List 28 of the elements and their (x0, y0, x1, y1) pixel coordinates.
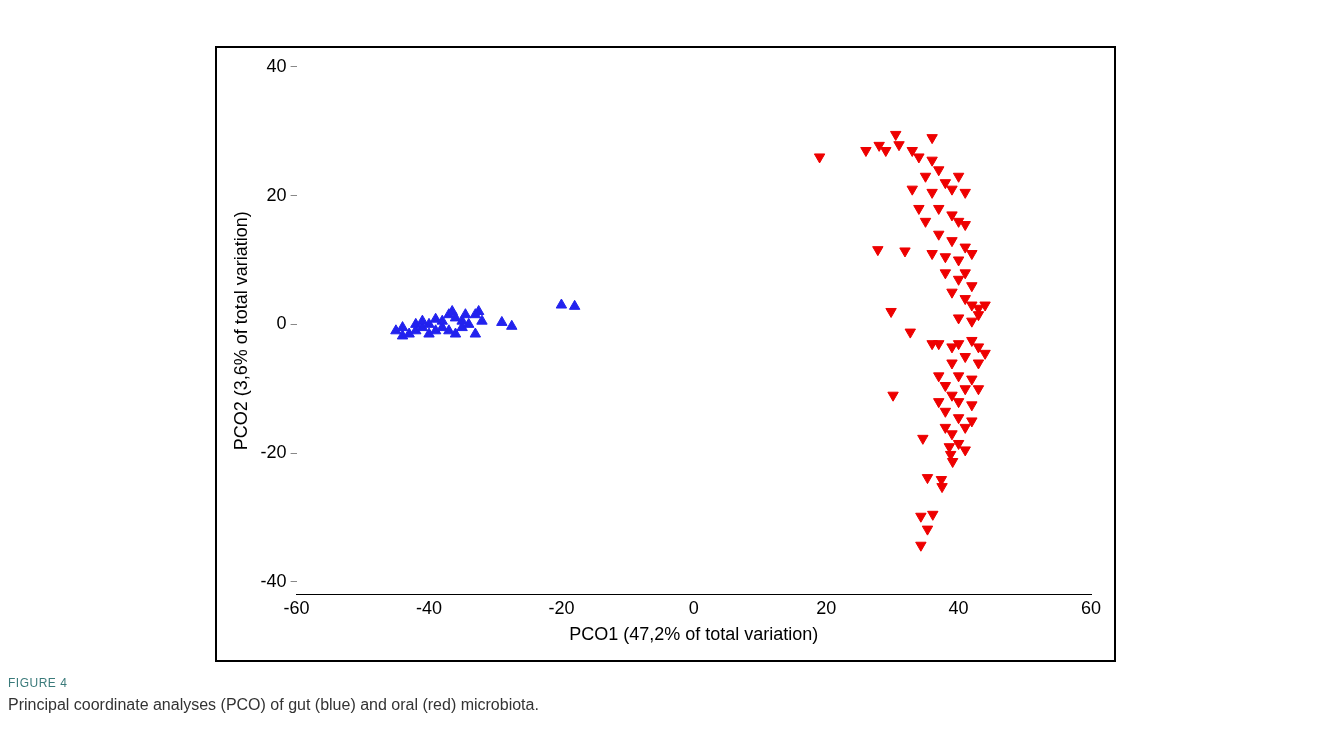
x-tick-label: 0 (688, 597, 699, 618)
text: Principal coordinate analyses (PCO) of gut (blue) and oral (red) microbiota. (8, 696, 539, 714)
point (496, 315, 508, 326)
y-tick-label: 40 (266, 55, 287, 76)
point (463, 317, 475, 328)
x-tick-label: -60 (283, 597, 310, 618)
point (469, 327, 482, 338)
y-tick-label: 0 (276, 313, 287, 334)
y-axis-title: PCO2 (3,6% of total variation) (230, 211, 251, 451)
caption: FIGURE 4 (8, 676, 68, 690)
x-tick-label: 20 (816, 597, 837, 618)
point (449, 327, 462, 338)
x-tick-label: -20 (548, 597, 575, 618)
y-tick-label: -20 (260, 442, 287, 463)
point (459, 308, 472, 319)
point (423, 327, 435, 338)
x-tick-label: -40 (416, 597, 443, 618)
point (476, 314, 488, 325)
x-axis-title: PCO1 (47,2% of total variation) (569, 624, 819, 645)
x-tick-label: 60 (1080, 597, 1102, 618)
point (396, 329, 409, 340)
point (555, 298, 568, 309)
point (568, 299, 581, 310)
point (506, 319, 518, 330)
point (469, 308, 482, 319)
y-tick-label: 20 (266, 184, 287, 205)
x-tick-label: 40 (948, 597, 969, 618)
y-tick-label: -40 (260, 570, 287, 591)
